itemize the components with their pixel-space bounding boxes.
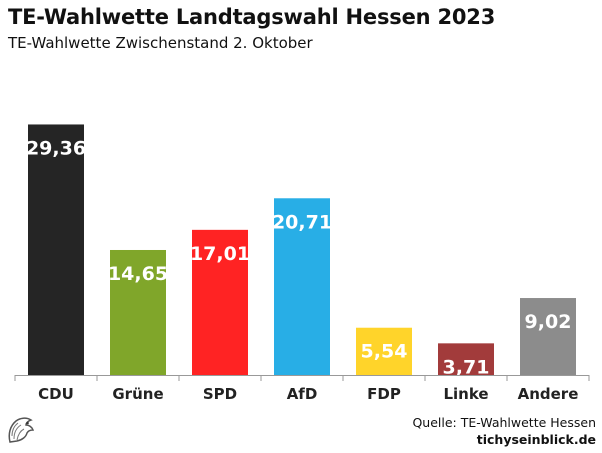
- value-label-afd: 20,71: [272, 211, 332, 233]
- bar-cdu: [28, 124, 84, 375]
- x-tick-label-cdu: CDU: [38, 385, 74, 403]
- bar-grüne: [110, 249, 166, 375]
- brand-label: tichyseinblick.de: [476, 432, 596, 447]
- bar-afd: [274, 198, 330, 375]
- x-tick-label-fdp: FDP: [367, 385, 401, 403]
- value-label-spd: 17,01: [190, 243, 250, 265]
- value-label-cdu: 29,36: [26, 137, 86, 159]
- chart-title: TE-Wahlwette Landtagswahl Hessen 2023: [8, 5, 496, 29]
- x-tick-label-grüne: Grüne: [112, 385, 163, 403]
- value-label-linke: 3,71: [443, 356, 490, 378]
- bar-linke: [438, 343, 494, 375]
- x-tick-label-spd: SPD: [203, 385, 237, 403]
- source-note: Quelle: TE-Wahlwette Hessen: [412, 415, 596, 430]
- value-label-andere: 9,02: [525, 311, 572, 333]
- x-tick-label-andere: Andere: [518, 385, 579, 403]
- x-tick-label-afd: AfD: [287, 385, 318, 403]
- value-label-grüne: 14,65: [108, 263, 168, 285]
- bar-spd: [192, 229, 248, 375]
- chart-subtitle: TE-Wahlwette Zwischenstand 2. Oktober: [8, 34, 313, 52]
- bar-andere: [520, 298, 576, 375]
- value-label-fdp: 5,54: [361, 341, 408, 363]
- bar-fdp: [356, 327, 412, 375]
- eagle-head-icon: [4, 412, 38, 450]
- x-tick-label-linke: Linke: [443, 385, 488, 403]
